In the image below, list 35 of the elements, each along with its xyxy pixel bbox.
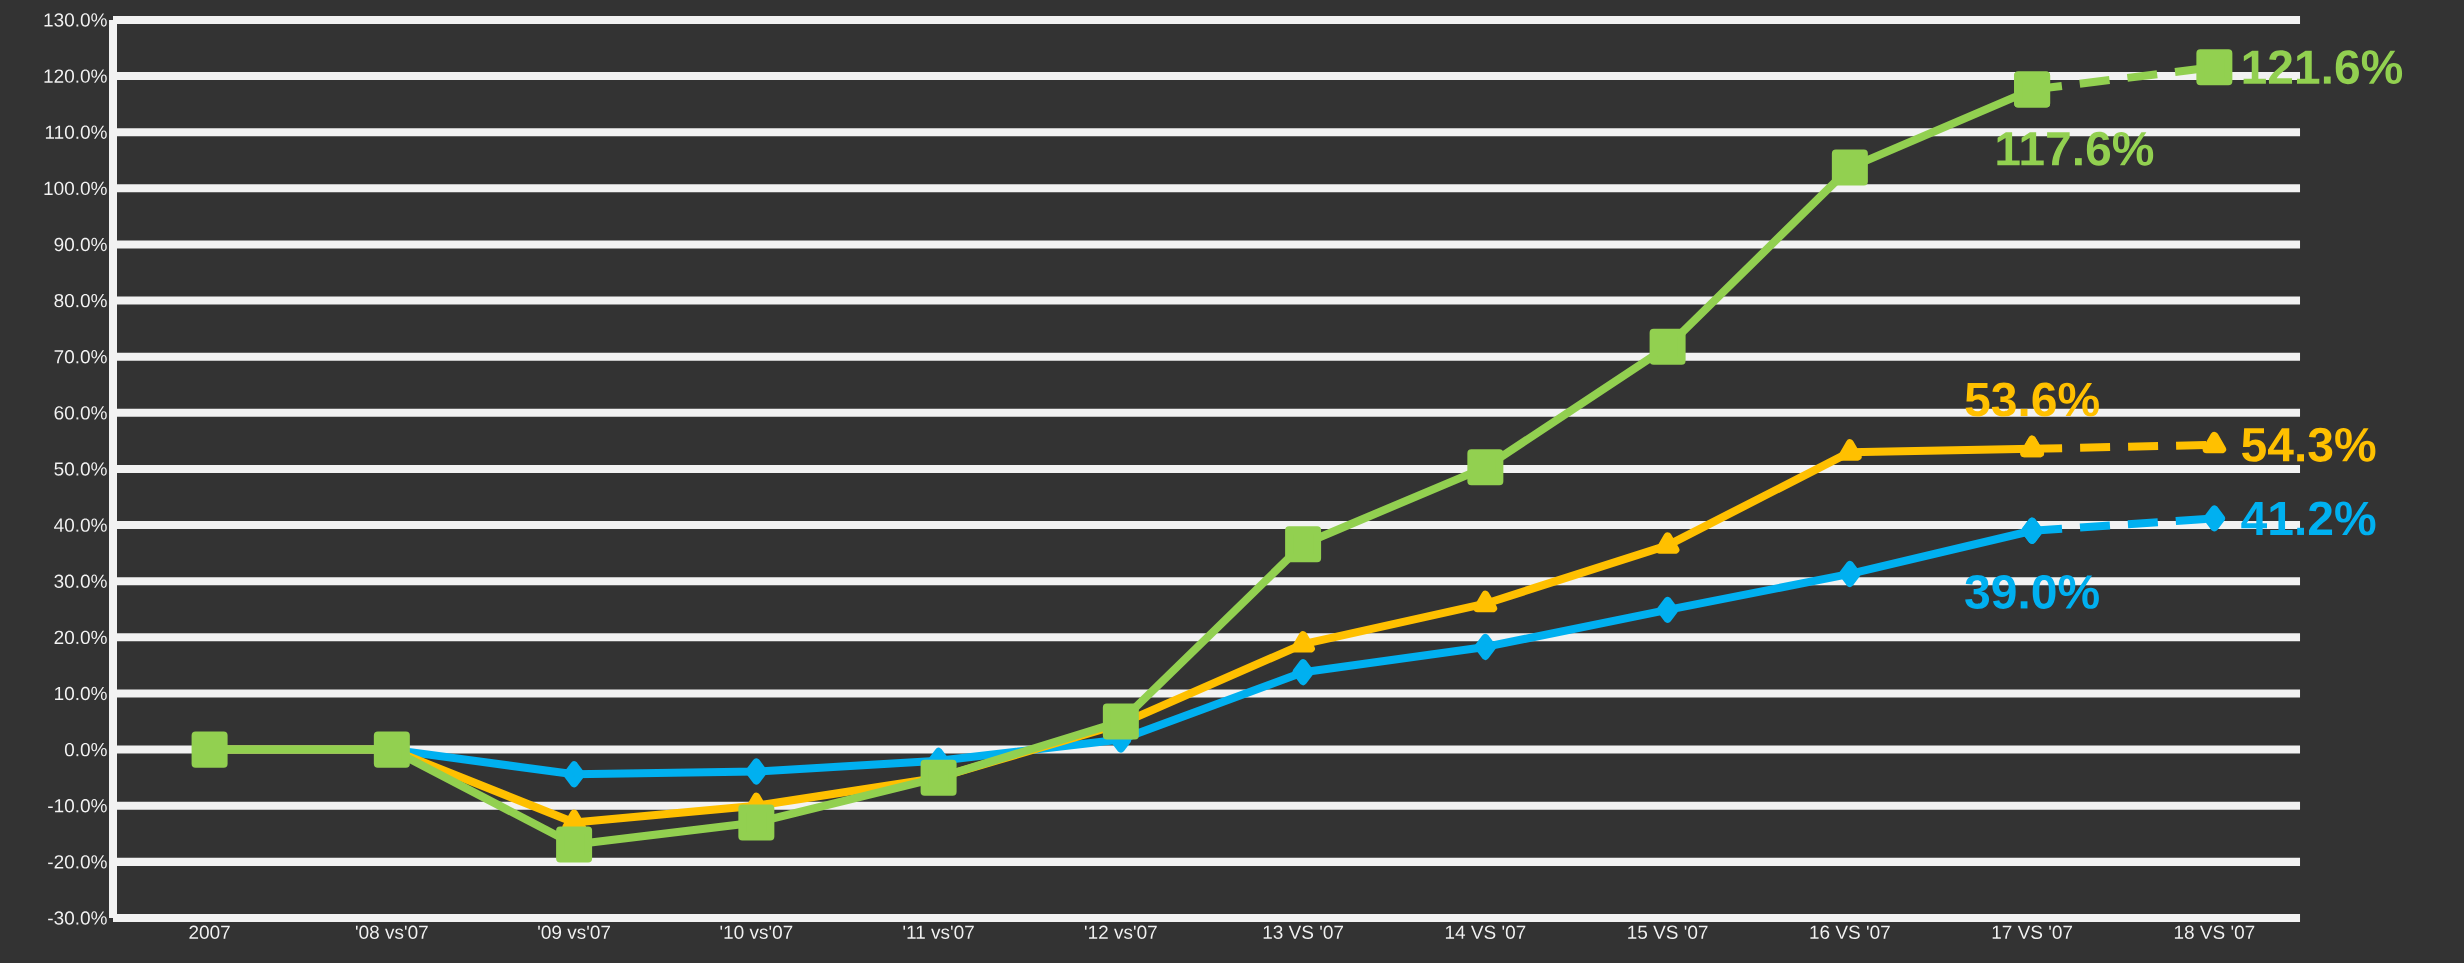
x-tick-label: '09 vs'07 (538, 925, 611, 939)
x-tick-label: 17 VS '07 (1992, 925, 2073, 939)
y-tick-label: 100.0% (44, 181, 107, 196)
x-tick-label: 15 VS '07 (1628, 925, 1708, 939)
y-tick-label: 10.0% (55, 686, 107, 701)
x-tick-label: '08 vs'07 (355, 925, 428, 939)
y-tick-label: -10.0% (48, 799, 107, 813)
x-tick-label: 2007 (189, 925, 230, 939)
y-tick-label: 40.0% (54, 518, 107, 532)
data-label: 39.0% (1965, 574, 2099, 609)
y-tick-label: 90.0% (54, 237, 107, 252)
x-tick-label: 13 VS '07 (1263, 925, 1344, 939)
data-label: 121.6% (2243, 50, 2403, 85)
x-tick-label: 14 VS '07 (1445, 925, 1526, 939)
data-label: 53.6% (1965, 382, 2099, 417)
y-tick-label: 120.0% (44, 69, 107, 83)
y-tick-label: 30.0% (54, 574, 107, 588)
y-tick-label: 130.0% (44, 13, 107, 27)
y-tick-label: 50.0% (54, 462, 107, 476)
data-label: 41.2% (2241, 501, 2376, 536)
x-tick-label: '11 vs'07 (903, 925, 974, 939)
y-tick-label: -30.0% (48, 911, 107, 925)
y-tick-label: 20.0% (54, 630, 107, 645)
y-tick-label: 0.0% (64, 742, 107, 757)
data-label: 54.3% (2242, 427, 2376, 462)
data-label: 117.6% (1997, 131, 2154, 166)
y-tick-label: 60.0% (54, 406, 107, 420)
x-tick-label: '10 vs'07 (720, 925, 793, 939)
x-tick-label: 18 VS '07 (2174, 925, 2255, 939)
x-tick-label: 16 VS '07 (1810, 925, 1890, 939)
y-tick-label: 70.0% (54, 350, 107, 364)
y-tick-label: 80.0% (54, 293, 107, 308)
y-tick-label: -20.0% (48, 855, 107, 869)
y-tick-label: 110.0% (45, 125, 107, 139)
x-tick-label: '12 vs'07 (1084, 925, 1157, 939)
